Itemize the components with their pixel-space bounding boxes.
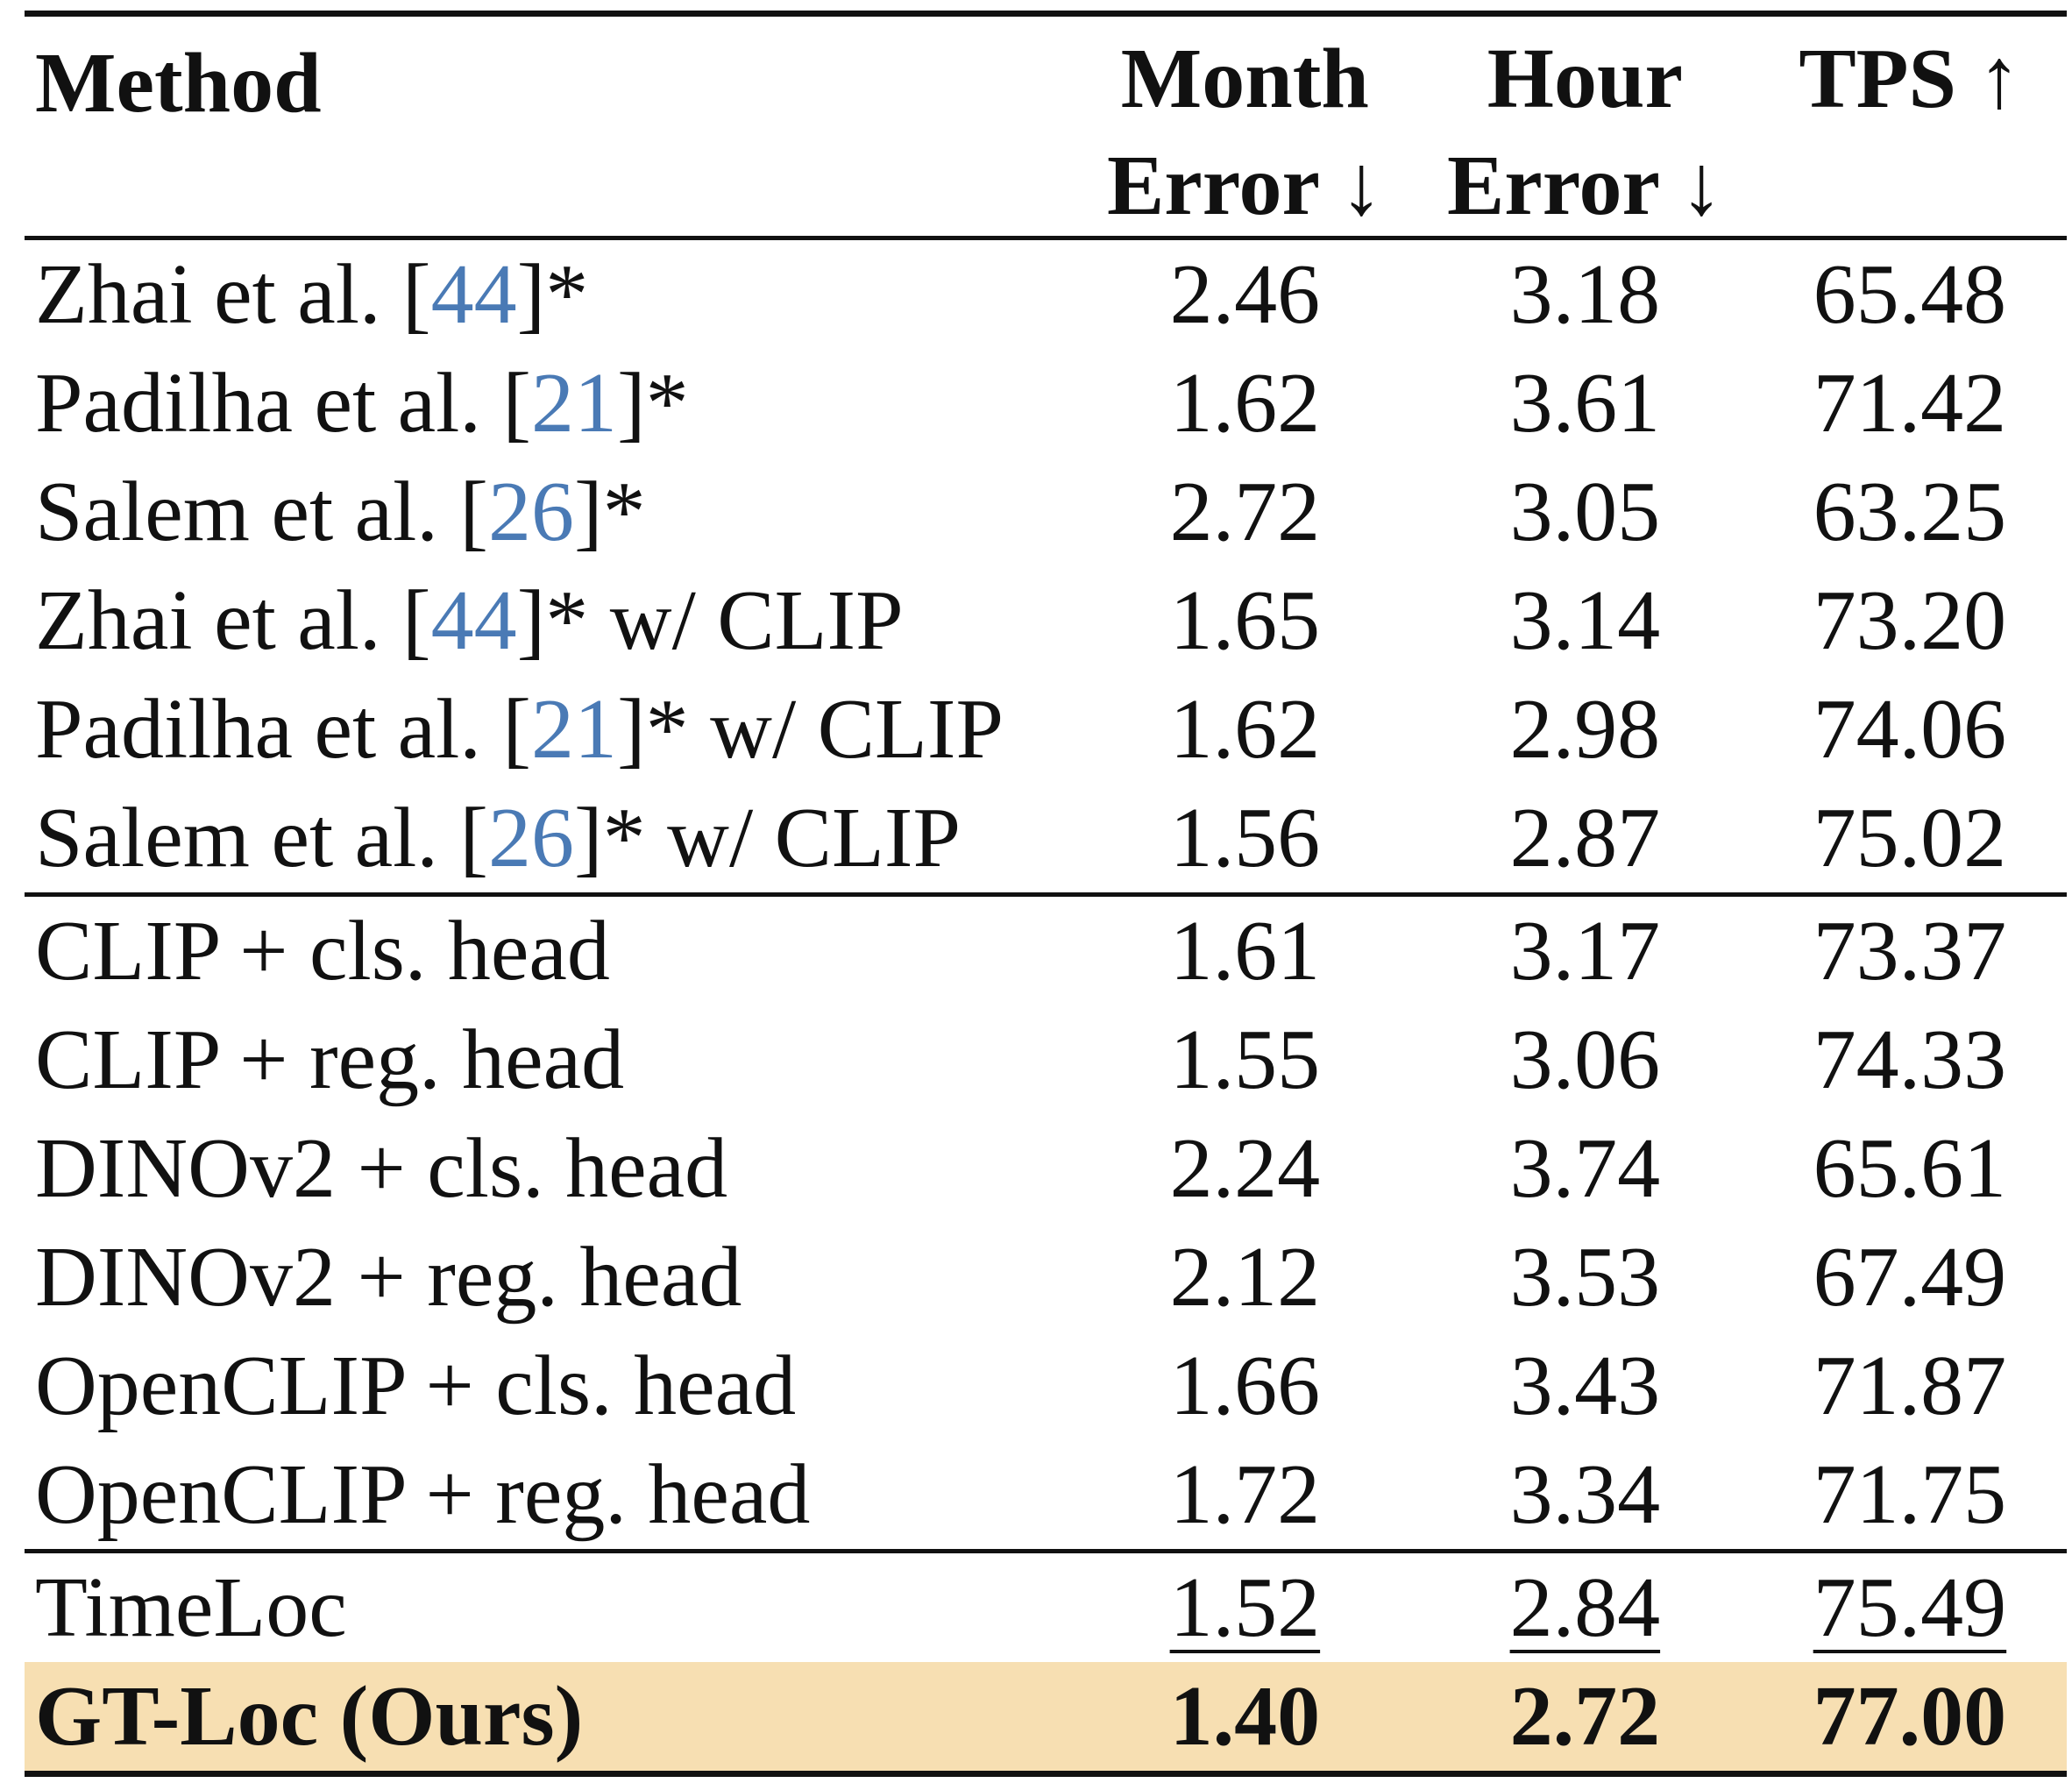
hour-error-value: 2.84 [1417, 1565, 1753, 1651]
month-error-value: 2.72 [1169, 465, 1321, 559]
header-hour-error: Hour Error ↓ [1446, 32, 1723, 233]
method-name: CLIP + cls. head [35, 904, 610, 998]
method-name: OpenCLIP + reg. head [35, 1447, 811, 1542]
group-rule [25, 892, 2067, 897]
header-month-error: Month Error ↓ [1106, 32, 1383, 233]
table-row: Zhai et al. [44]* w/ CLIP 1.65 3.14 73.2… [25, 566, 2067, 675]
month-error-value: 1.52 [1073, 1565, 1417, 1651]
method-name: Salem et al. [26]* [35, 465, 646, 559]
hour-error-value: 2.87 [1509, 791, 1661, 885]
tps-value: 67.49 [1813, 1230, 2007, 1325]
month-error-value: 1.65 [1169, 573, 1321, 668]
tps-value: 74.06 [1813, 682, 2007, 777]
method-name: Zhai et al. [44]* w/ CLIP [35, 573, 904, 668]
hour-error-value: 2.98 [1509, 682, 1661, 777]
method-name: Zhai et al. [44]* [35, 247, 589, 342]
hour-error-value: 3.05 [1509, 465, 1661, 559]
table-row: DINOv2 + reg. head 2.12 3.53 67.49 [25, 1223, 2067, 1332]
hour-error-value: 2.72 [1509, 1669, 1661, 1764]
month-error-value: 1.62 [1169, 356, 1321, 451]
method-name: Padilha et al. [21]* w/ CLIP [35, 682, 1004, 777]
header-rule [25, 236, 2067, 240]
hour-error-value: 3.61 [1509, 356, 1661, 451]
citation-link[interactable]: 44 [430, 573, 517, 668]
hour-error-value: 3.53 [1509, 1230, 1661, 1325]
method-name: CLIP + reg. head [35, 1012, 625, 1107]
month-error-value: 2.12 [1169, 1230, 1321, 1325]
citation-link[interactable]: 21 [531, 682, 618, 777]
month-error-value: 1.56 [1169, 791, 1321, 885]
hour-error-value: 3.43 [1509, 1339, 1661, 1433]
table-row: OpenCLIP + reg. head 1.72 3.34 71.75 [25, 1440, 2067, 1549]
citation-link[interactable]: 44 [430, 247, 517, 342]
method-name: DINOv2 + cls. head [35, 1121, 728, 1216]
citation-link[interactable]: 26 [488, 791, 575, 885]
month-error-value: 1.61 [1169, 904, 1321, 998]
header-row: Method Month Error ↓ Hour Error ↓ TPS ↑ [25, 17, 2067, 236]
method-name: DINOv2 + reg. head [35, 1230, 742, 1325]
table-row: Zhai et al. [44]* 2.46 3.18 65.48 [25, 240, 2067, 349]
month-error-value: 1.66 [1169, 1339, 1321, 1433]
citation-link[interactable]: 21 [531, 356, 618, 451]
month-error-value: 1.62 [1169, 682, 1321, 777]
method-name: Padilha et al. [21]* [35, 356, 689, 451]
tps-value: 65.48 [1813, 247, 2007, 342]
table-row: Salem et al. [26]* w/ CLIP 1.56 2.87 75.… [25, 784, 2067, 892]
table-row: Padilha et al. [21]* w/ CLIP 1.62 2.98 7… [25, 675, 2067, 784]
table-row: DINOv2 + cls. head 2.24 3.74 65.61 [25, 1114, 2067, 1223]
ours-row: GT-Loc (Ours) 1.40 2.72 77.00 [25, 1662, 2067, 1771]
month-error-value: 1.55 [1169, 1012, 1321, 1107]
second-best-value: 75.49 [1813, 1560, 2007, 1655]
hour-error-value: 3.17 [1509, 904, 1661, 998]
table-row: CLIP + cls. head 1.61 3.17 73.37 [25, 897, 2067, 1005]
top-rule [25, 11, 2067, 17]
tps-value: 71.87 [1813, 1339, 2007, 1433]
month-error-value: 2.24 [1169, 1121, 1321, 1216]
month-error-value: 1.72 [1169, 1447, 1321, 1542]
table-row: CLIP + reg. head 1.55 3.06 74.33 [25, 1005, 2067, 1114]
month-error-value: 1.40 [1169, 1669, 1321, 1764]
hour-error-value: 3.74 [1509, 1121, 1661, 1216]
table-row: Salem et al. [26]* 2.72 3.05 63.25 [25, 458, 2067, 566]
table-row: OpenCLIP + cls. head 1.66 3.43 71.87 [25, 1332, 2067, 1440]
tps-value: 74.33 [1813, 1012, 2007, 1107]
hour-error-value: 3.18 [1509, 247, 1661, 342]
table-row: TimeLoc 1.52 2.84 75.49 [25, 1553, 2067, 1662]
tps-value: 71.75 [1813, 1447, 2007, 1542]
method-name: TimeLoc [35, 1560, 347, 1655]
citation-link[interactable]: 26 [488, 465, 575, 559]
bottom-rule [25, 1771, 2067, 1777]
tps-value: 73.20 [1813, 573, 2007, 668]
hour-error-value: 3.34 [1509, 1447, 1661, 1542]
method-name: OpenCLIP + cls. head [35, 1339, 797, 1433]
method-name: GT-Loc (Ours) [35, 1669, 584, 1764]
tps-value: 75.49 [1753, 1565, 2067, 1651]
hour-error-value: 3.06 [1509, 1012, 1661, 1107]
header-method: Method [35, 36, 322, 131]
tps-value: 65.61 [1813, 1121, 2007, 1216]
tps-value: 63.25 [1813, 465, 2007, 559]
results-table: Method Month Error ↓ Hour Error ↓ TPS ↑ … [25, 11, 2067, 1777]
second-best-value: 1.52 [1169, 1560, 1321, 1655]
group-rule [25, 1549, 2067, 1553]
second-best-value: 2.84 [1509, 1560, 1661, 1655]
tps-value: 73.37 [1813, 904, 2007, 998]
tps-value: 71.42 [1813, 356, 2007, 451]
header-tps: TPS ↑ [1799, 32, 2021, 126]
tps-value: 75.02 [1813, 791, 2007, 885]
hour-error-value: 3.14 [1509, 573, 1661, 668]
month-error-value: 2.46 [1169, 247, 1321, 342]
table-row: Padilha et al. [21]* 1.62 3.61 71.42 [25, 349, 2067, 458]
method-name: Salem et al. [26]* w/ CLIP [35, 791, 961, 885]
tps-value: 77.00 [1813, 1669, 2007, 1764]
